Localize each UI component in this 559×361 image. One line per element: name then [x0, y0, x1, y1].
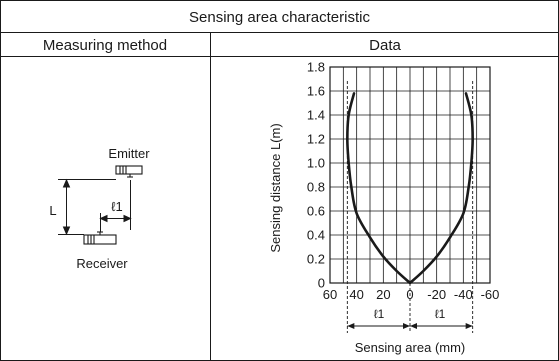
l1-dimension-arrows	[347, 323, 473, 329]
chart-grid	[329, 66, 491, 284]
sensing-area-chart: 00.20.40.60.81.01.21.41.61.8 60 40 20 0 -20-…	[268, 60, 499, 356]
l1-right-label: ℓ1	[435, 307, 446, 321]
x-tick-label: -20	[427, 287, 446, 302]
x-tick-label: 0	[406, 287, 413, 302]
y-tick-label: 0.8	[307, 180, 325, 195]
y-tick-label: 0.2	[307, 252, 325, 267]
l1-left-label: ℓ1	[374, 307, 385, 321]
offset-arrow	[99, 214, 132, 223]
emitter-label: Emitter	[108, 146, 150, 161]
y-tick-labels: 0 0.2 0.4 0.6 0.8 1.0 1.2 1.4 1.6 1.8	[307, 60, 325, 291]
distance-arrow	[62, 178, 71, 236]
x-tick-label: 40	[349, 287, 363, 302]
y-tick-label: 1.6	[307, 84, 325, 99]
receiver-label: Receiver	[76, 256, 128, 271]
y-tick-label: 1.0	[307, 156, 325, 171]
x-tick-label: -40	[454, 287, 473, 302]
l1-arrow-head	[347, 323, 355, 329]
offset-label: ℓ1	[111, 199, 122, 214]
column-header-measuring-method: Measuring method	[43, 37, 167, 54]
sensing-curve-left	[346, 92, 412, 285]
y-tick-label: 1.8	[307, 60, 325, 75]
y-tick-label: 1.4	[307, 108, 325, 123]
column-header-data: Data	[369, 37, 401, 54]
l1-arrow-head	[410, 323, 417, 329]
x-tick-label: 20	[376, 287, 390, 302]
receiver-sensor	[83, 231, 117, 245]
chart-curves	[346, 92, 474, 285]
distance-label: L	[49, 203, 56, 218]
x-tick-labels: 60 40 20 0 -20 -40 -60	[323, 287, 500, 302]
x-tick-label: -60	[481, 287, 500, 302]
y-axis-label: Sensing distance L(m)	[268, 123, 283, 252]
emitter-sensor	[115, 165, 143, 178]
sensing-curve-right	[408, 92, 474, 285]
measuring-diagram: Emitter Receiver	[49, 146, 150, 271]
y-tick-label: 0.6	[307, 204, 325, 219]
l1-arrow-head	[403, 323, 410, 329]
x-tick-label: 60	[323, 287, 337, 302]
y-tick-label: 1.2	[307, 132, 325, 147]
table-title: Sensing area characteristic	[189, 9, 370, 26]
l1-arrow-head	[465, 323, 473, 329]
x-axis-label: Sensing area (mm)	[355, 340, 466, 355]
y-tick-label: 0.4	[307, 228, 325, 243]
y-tick-label: 0	[318, 276, 325, 291]
